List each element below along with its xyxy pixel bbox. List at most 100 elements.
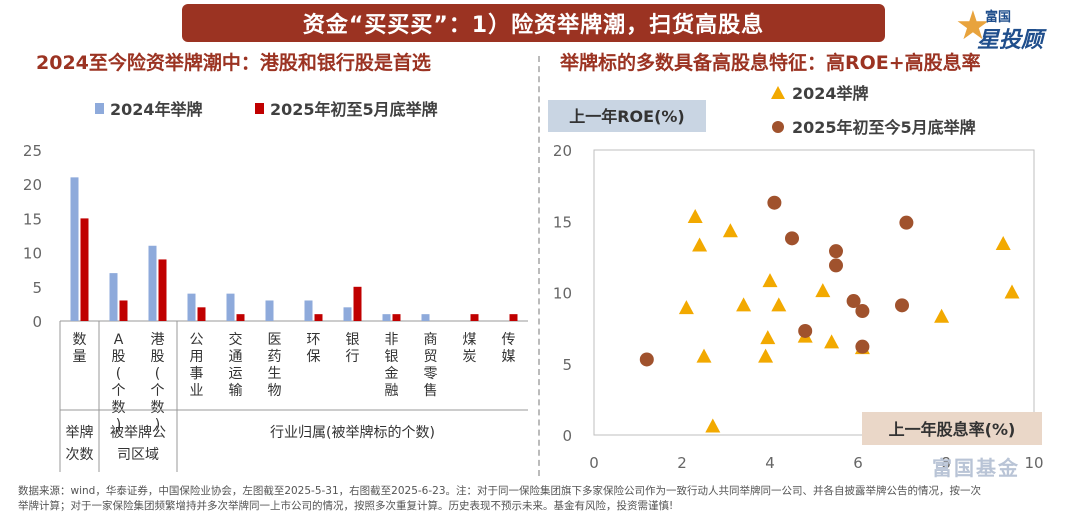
category-label: A 股(个数) bbox=[112, 332, 126, 433]
bar-2024 bbox=[265, 300, 274, 321]
scatter-point-2025 bbox=[846, 294, 861, 309]
scatter-point-2025 bbox=[829, 258, 843, 273]
bar-2025 bbox=[236, 314, 245, 321]
legend-label-circle: 2025年初至今5月底举牌 bbox=[792, 118, 976, 137]
category-label: 环保 bbox=[307, 332, 321, 365]
y-tick-label: 15 bbox=[23, 210, 42, 228]
right-chart-subtitle: 举牌标的多数具备高股息特征：高ROE+高股息率 bbox=[560, 52, 981, 74]
bar-2024 bbox=[70, 177, 79, 321]
bar-2025 bbox=[119, 300, 128, 321]
footer-line1: 数据来源：wind，华泰证券，中国保险业协会，左图截至2025-5-31，右图截… bbox=[18, 485, 982, 497]
plot-area bbox=[593, 149, 1035, 436]
bar-2024 bbox=[304, 300, 313, 321]
y-tick-label: 15 bbox=[553, 213, 572, 231]
y-tick-label: 5 bbox=[562, 356, 572, 374]
logo-line2: 星投顾 bbox=[977, 28, 1044, 53]
y-tick-label: 5 bbox=[32, 279, 42, 297]
category-label: 数量 bbox=[73, 332, 87, 365]
banner-title: 资金“买买买”：1）险资举牌潮，扫货高股息 bbox=[182, 4, 885, 42]
scatter-point-2024 bbox=[934, 308, 950, 323]
y-tick-label: 0 bbox=[32, 313, 42, 331]
bar-chart: 2024年举牌 2025年初至5月底举牌 0 5 10 15 20 25 数量 A 股(个数) 港股(… bbox=[23, 100, 528, 472]
scatter-point-2024 bbox=[696, 348, 712, 363]
bar-2025 bbox=[197, 307, 206, 321]
bar-2025 bbox=[353, 286, 362, 321]
footer-note: 数据来源：wind，华泰证券，中国保险业协会，左图截至2025-5-31，右图截… bbox=[18, 484, 1073, 514]
scatter-point-2024 bbox=[758, 348, 774, 363]
left-chart-subtitle: 2024至今险资举牌潮中：港股和银行股是首选 bbox=[36, 52, 431, 74]
category-label: 煤炭 bbox=[463, 332, 477, 365]
chart-divider bbox=[538, 56, 540, 476]
x-tick-label: 6 bbox=[853, 454, 863, 472]
scatter-point-2025 bbox=[895, 298, 909, 313]
scatter-point-2025 bbox=[798, 323, 813, 338]
y-axis-title: 上一年ROE(%) bbox=[569, 107, 685, 126]
x-tick-label: 10 bbox=[1024, 454, 1043, 472]
bar-2024 bbox=[382, 314, 391, 321]
scatter-point-2024 bbox=[687, 208, 703, 223]
scatter-point-2025 bbox=[785, 231, 799, 246]
legend-swatch-2025 bbox=[255, 103, 264, 114]
bar-2025 bbox=[509, 314, 518, 321]
scatter-point-2024 bbox=[995, 236, 1011, 251]
scatter-point-2024 bbox=[692, 237, 708, 252]
scatter-point-2024 bbox=[678, 300, 694, 315]
category-label: 港股(个数) bbox=[151, 332, 165, 433]
category-label: 传媒 bbox=[502, 332, 516, 365]
y-axis-title-box bbox=[548, 100, 706, 132]
scatter-point-2024 bbox=[1004, 284, 1020, 299]
scatter-chart: 0 5 10 15 20 0 2 4 6 8 10 上一年ROE(%) 上一年股息率(%) 2024举牌 2… bbox=[548, 84, 1044, 472]
scatter-point-2024 bbox=[722, 223, 738, 238]
bar-2024 bbox=[187, 293, 196, 321]
scatter-point-2025 bbox=[855, 339, 870, 354]
x-axis-title-box bbox=[862, 412, 1042, 445]
scatter-point-2025 bbox=[829, 244, 843, 259]
category-label: 非银金融 bbox=[385, 332, 399, 399]
x-tick-label: 4 bbox=[765, 454, 775, 472]
bar-2024 bbox=[226, 293, 235, 321]
category-label: 交通运输 bbox=[229, 331, 243, 399]
group-label-count: 举牌次数 bbox=[66, 424, 94, 463]
y-tick-label: 10 bbox=[23, 245, 42, 263]
y-tick-label: 10 bbox=[553, 285, 572, 303]
scatter-point-2024 bbox=[760, 330, 776, 345]
bar-2024 bbox=[109, 273, 118, 321]
scatter-point-2025 bbox=[639, 352, 654, 367]
legend-swatch-2024 bbox=[95, 103, 104, 114]
x-tick-label: 2 bbox=[677, 454, 687, 472]
bar-2025 bbox=[392, 314, 401, 321]
bar-2025 bbox=[470, 314, 479, 321]
group-label-region: 被举牌公司区域 bbox=[110, 424, 166, 463]
bar-2024 bbox=[343, 307, 352, 321]
y-tick-label: 0 bbox=[562, 427, 572, 445]
scatter-point-2024 bbox=[705, 418, 721, 433]
brand-logo: ★ 富国 星投顾 bbox=[955, 4, 1075, 56]
x-tick-label: 0 bbox=[589, 454, 599, 472]
legend-label-2024: 2024年举牌 bbox=[110, 100, 203, 119]
y-tick-label: 20 bbox=[553, 142, 572, 160]
legend-marker-circle bbox=[772, 121, 784, 133]
category-label: 银行 bbox=[346, 332, 360, 365]
bar-2024 bbox=[148, 245, 157, 321]
legend-marker-triangle bbox=[771, 86, 785, 99]
y-tick-label: 20 bbox=[23, 176, 42, 194]
scatter-point-2025 bbox=[855, 304, 870, 319]
bar-2025 bbox=[314, 314, 323, 321]
category-label: 商贸零售 bbox=[424, 332, 438, 399]
bar-2025 bbox=[80, 218, 89, 321]
scatter-point-2024 bbox=[815, 283, 831, 298]
footer-line2: 举牌计算；对于一家保险集团频繁增持并多次举牌同一上市公司的情况，按照多次重复计算… bbox=[18, 500, 674, 512]
scatter-point-2024 bbox=[736, 297, 752, 312]
scatter-point-2025 bbox=[767, 195, 782, 210]
scatter-point-2024 bbox=[762, 273, 778, 288]
category-label: 医药生物 bbox=[268, 332, 282, 399]
y-tick-label: 25 bbox=[23, 142, 42, 160]
x-tick-label: 8 bbox=[941, 454, 951, 472]
group-label-industry: 行业归属(被举牌标的个数) bbox=[270, 424, 435, 441]
bar-2024 bbox=[421, 314, 430, 321]
x-axis-title: 上一年股息率(%) bbox=[889, 420, 1016, 439]
scatter-point-2025 bbox=[899, 215, 914, 230]
star-icon: ★ bbox=[955, 3, 991, 49]
legend-label-triangle: 2024举牌 bbox=[792, 84, 869, 103]
legend-label-2025: 2025年初至5月底举牌 bbox=[270, 100, 438, 119]
